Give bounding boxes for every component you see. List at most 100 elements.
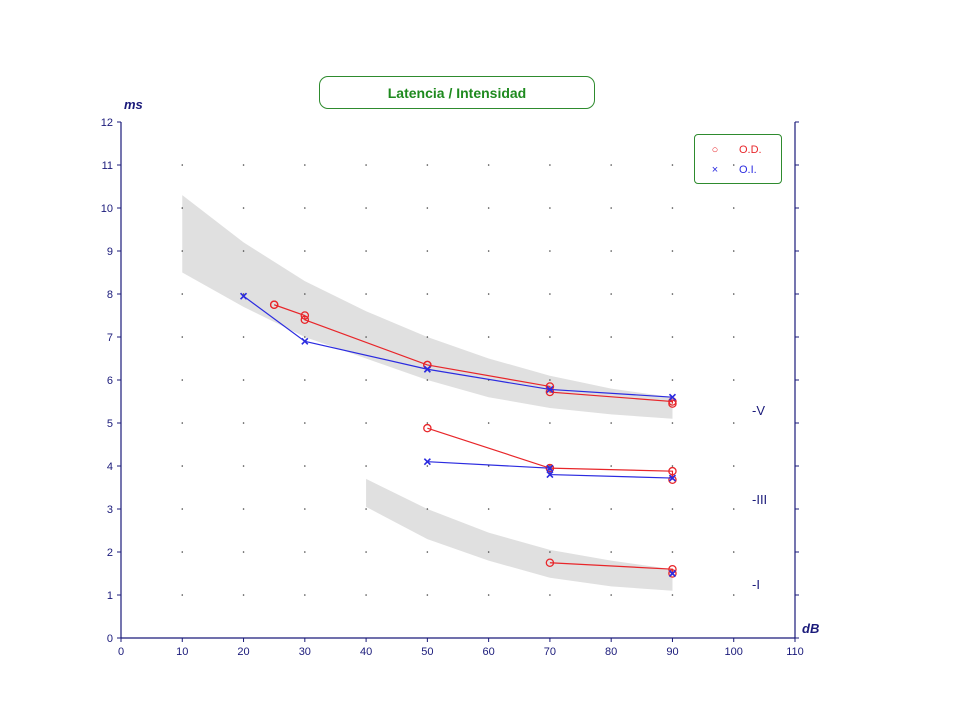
grid-dot	[426, 422, 429, 424]
grid-dot	[549, 207, 551, 209]
data-point	[668, 569, 677, 578]
grid-dot	[304, 422, 306, 424]
wave-label: -I	[752, 577, 760, 592]
grid-dot	[549, 379, 551, 381]
grid-dot	[365, 164, 367, 166]
grid-dot	[365, 508, 367, 510]
legend: ○ O.D. × O.I.	[694, 134, 782, 184]
grid-dot	[304, 293, 306, 295]
data-point	[423, 365, 431, 373]
series-line	[427, 427, 674, 480]
x-tick-label: 110	[786, 646, 804, 658]
series-od-wave-V	[269, 300, 677, 408]
y-tick-label: 8	[107, 289, 113, 301]
grid-dot	[732, 422, 735, 424]
grid-dots	[181, 164, 735, 596]
grid-dot	[732, 207, 735, 209]
normal-band-1	[182, 195, 673, 419]
grid-dot	[549, 293, 551, 295]
grid-dot	[487, 594, 490, 596]
data-point	[269, 300, 279, 309]
data-series	[239, 292, 677, 578]
normal-band-2	[366, 478, 673, 591]
grid-dot	[426, 336, 429, 338]
series-oi-wave-III	[423, 458, 677, 482]
grid-dot	[426, 379, 429, 381]
grid-dot	[365, 422, 367, 424]
grid-dot	[610, 336, 612, 338]
data-point	[668, 393, 677, 401]
tick-labels: 0 10 20 30 40 50 60 70 80 90 100 110012345678910111…	[101, 117, 804, 658]
y-tick-label: 3	[107, 504, 113, 516]
grid-dot	[181, 594, 184, 596]
grid-dot	[304, 207, 306, 209]
grid-dot	[549, 508, 551, 510]
data-point	[545, 558, 555, 568]
series-oi-wave-V	[239, 292, 677, 401]
grid-dot	[487, 465, 490, 467]
grid-dot	[610, 164, 612, 166]
y-tick-label: 6	[107, 375, 113, 387]
grid-dot	[610, 422, 612, 424]
y-tick-label: 7	[107, 332, 113, 344]
wave-labels: -V -III -I	[752, 403, 767, 592]
grid-dot	[487, 164, 490, 166]
y-tick-label: 0	[107, 633, 113, 645]
grid-dot	[610, 379, 612, 381]
grid-dot	[487, 551, 490, 553]
grid-dot	[181, 422, 184, 424]
grid-dot	[426, 164, 429, 166]
grid-dot	[671, 293, 674, 295]
grid-dot	[181, 164, 184, 166]
y-tick-label: 12	[101, 117, 113, 129]
grid-dot	[487, 207, 490, 209]
grid-dot	[242, 250, 245, 252]
grid-dot	[671, 250, 674, 252]
grid-dot	[610, 465, 612, 467]
grid-dot	[732, 336, 735, 338]
grid-dot	[181, 293, 184, 295]
grid-dot	[365, 207, 367, 209]
grid-dot	[671, 551, 674, 553]
y-tick-label: 5	[107, 418, 113, 430]
grid-dot	[487, 422, 490, 424]
y-tick-label: 1	[107, 590, 113, 602]
grid-dot	[732, 594, 735, 596]
grid-dot	[487, 293, 490, 295]
x-tick-label: 70	[544, 646, 556, 658]
grid-dot	[426, 594, 429, 596]
grid-dot	[242, 336, 245, 338]
grid-dot	[610, 508, 612, 510]
y-tick-label: 10	[101, 203, 113, 215]
data-point	[423, 423, 432, 433]
grid-dot	[549, 422, 551, 424]
grid-dot	[242, 551, 245, 553]
x-tick-label: 40	[360, 646, 372, 658]
grid-dot	[242, 422, 245, 424]
grid-dot	[610, 250, 612, 252]
x-tick-label: 30	[299, 646, 311, 658]
grid-dot	[365, 250, 367, 252]
data-point	[668, 474, 677, 482]
grid-dot	[671, 379, 674, 381]
grid-dot	[304, 465, 306, 467]
legend-label-od: O.D.	[739, 144, 762, 156]
grid-dot	[242, 379, 245, 381]
circle-marker-icon: ○	[711, 144, 719, 156]
x-axis-label: dB	[802, 621, 820, 636]
grid-dot	[181, 379, 184, 381]
grid-dot	[304, 164, 306, 166]
grid-dot	[304, 336, 306, 338]
grid-dot	[181, 250, 184, 252]
grid-dot	[671, 164, 674, 166]
data-point	[546, 464, 554, 472]
grid-dot	[732, 551, 735, 553]
x-tick-label: 20	[237, 646, 249, 658]
x-marker-icon: ×	[711, 164, 719, 176]
data-point	[546, 471, 554, 479]
grid-dot	[365, 336, 367, 338]
grid-dot	[242, 207, 245, 209]
y-tick-label: 2	[107, 547, 113, 559]
grid-dot	[365, 293, 367, 295]
